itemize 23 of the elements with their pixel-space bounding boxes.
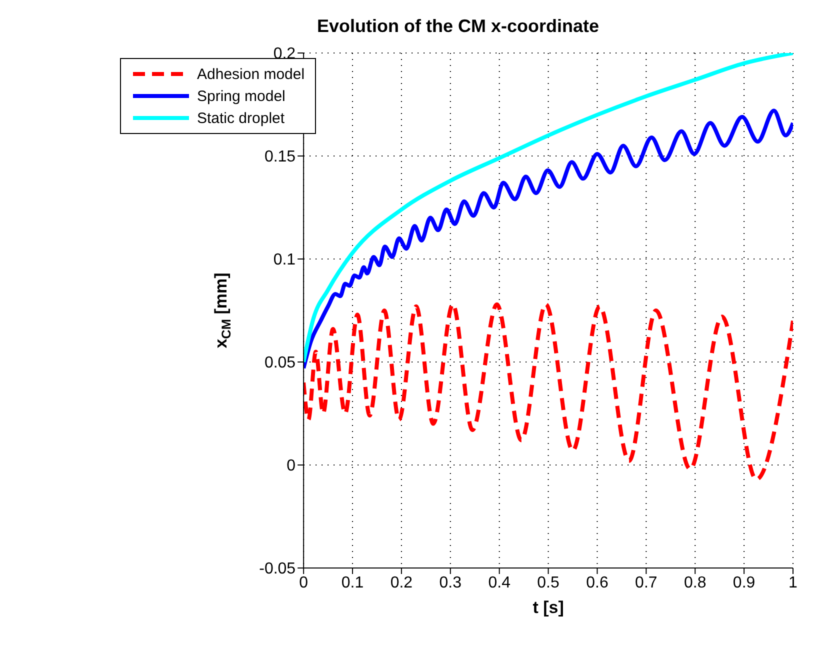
x-axis-title: t [s] [532,598,564,617]
x-tick-label: 0.6 [586,574,608,592]
x-tick-label: 0.9 [732,574,756,592]
y-tick-label: 0.1 [273,252,296,269]
y-tick-label: 0 [286,458,296,475]
chart-title: Evolution of the CM x-coordinate [317,16,599,36]
line-series [304,302,793,482]
x-tick-label: 0 [299,574,308,592]
legend-label: Static droplet [197,110,285,126]
y-tick-label: 0.05 [264,354,296,372]
legend-label: Spring model [197,88,286,104]
x-tick-label: 0.4 [488,574,511,592]
y-tick-label: -0.05 [259,560,296,578]
line-series [304,108,793,370]
x-tick-label: 0.2 [390,574,413,592]
x-tick-label: 0.8 [684,574,706,592]
y-tick-label: 0.15 [264,148,296,166]
x-tick-label: 1 [788,574,798,592]
x-tick-label: 0.5 [537,574,560,592]
x-tick-label: 0.1 [341,574,364,592]
x-tick-label: 0.7 [635,574,658,592]
legend-label: Adhesion model [197,66,305,82]
x-tick-label: 0.3 [439,574,462,592]
